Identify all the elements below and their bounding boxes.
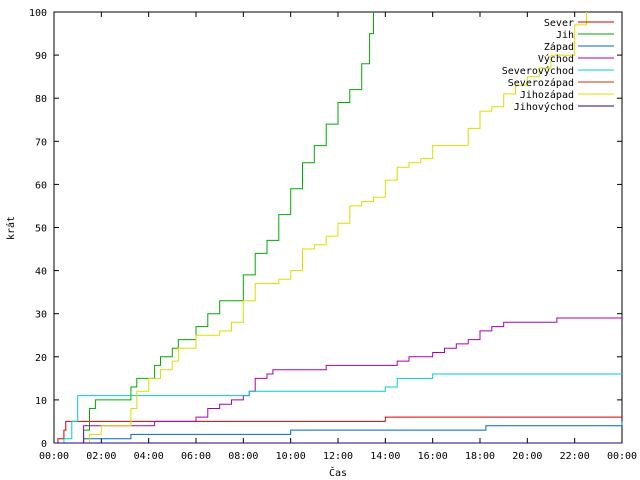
x-axis-label: Čas: [329, 466, 347, 479]
y-tick-label: 20: [35, 353, 47, 364]
legend: SeverJihZápadVýchodSeverovýchodSeverozáp…: [502, 18, 614, 113]
y-tick-label: 30: [35, 310, 47, 321]
x-tick-label: 12:00: [323, 451, 353, 462]
legend-label: Jihovýchod: [514, 101, 574, 113]
y-tick-label: 80: [35, 94, 47, 105]
legend-label: Sever: [544, 18, 574, 29]
y-tick-label: 60: [35, 180, 47, 191]
legend-label: Severozápad: [508, 77, 574, 89]
y-tick-label: 100: [29, 8, 47, 19]
y-tick-label: 10: [35, 396, 47, 407]
x-axis-ticks: 00:00 02:00 04:00 06:00 08:00 10:00 12:00 14:00…: [39, 12, 637, 462]
x-tick-label: 16:00: [418, 451, 448, 462]
legend-label: Západ: [544, 41, 574, 53]
y-tick-label: 40: [35, 267, 47, 278]
series-line-6: [54, 12, 587, 444]
legend-label: Jihozápad: [520, 89, 574, 101]
x-tick-label: 04:00: [134, 451, 164, 462]
legend-label: Severovýchod: [502, 65, 574, 77]
x-tick-label: 02:00: [86, 451, 116, 462]
x-tick-label: 00:00: [39, 451, 69, 462]
y-axis-ticks: 0 10 20 30 40 50 60 70 80 90 100: [29, 8, 622, 450]
x-tick-label: 22:00: [560, 451, 590, 462]
x-tick-label: 20:00: [512, 451, 542, 462]
x-tick-label: 00:00: [607, 451, 637, 462]
legend-label: Východ: [538, 53, 574, 65]
series-line-1: [54, 12, 374, 444]
legend-label: Jih: [556, 30, 574, 41]
y-tick-label: 0: [41, 439, 47, 450]
y-axis-label: krát: [5, 216, 17, 240]
x-tick-label: 08:00: [228, 451, 258, 462]
series-line-3: [54, 317, 622, 444]
y-tick-label: 50: [35, 224, 47, 235]
y-tick-label: 90: [35, 51, 47, 62]
series-lines: [54, 12, 623, 444]
x-tick-label: 14:00: [370, 451, 400, 462]
x-tick-label: 18:00: [465, 451, 495, 462]
x-tick-label: 10:00: [276, 451, 306, 462]
y-tick-label: 70: [35, 137, 47, 148]
series-line-0: [54, 416, 622, 444]
series-line-4: [54, 373, 622, 444]
x-tick-label: 06:00: [181, 451, 211, 462]
